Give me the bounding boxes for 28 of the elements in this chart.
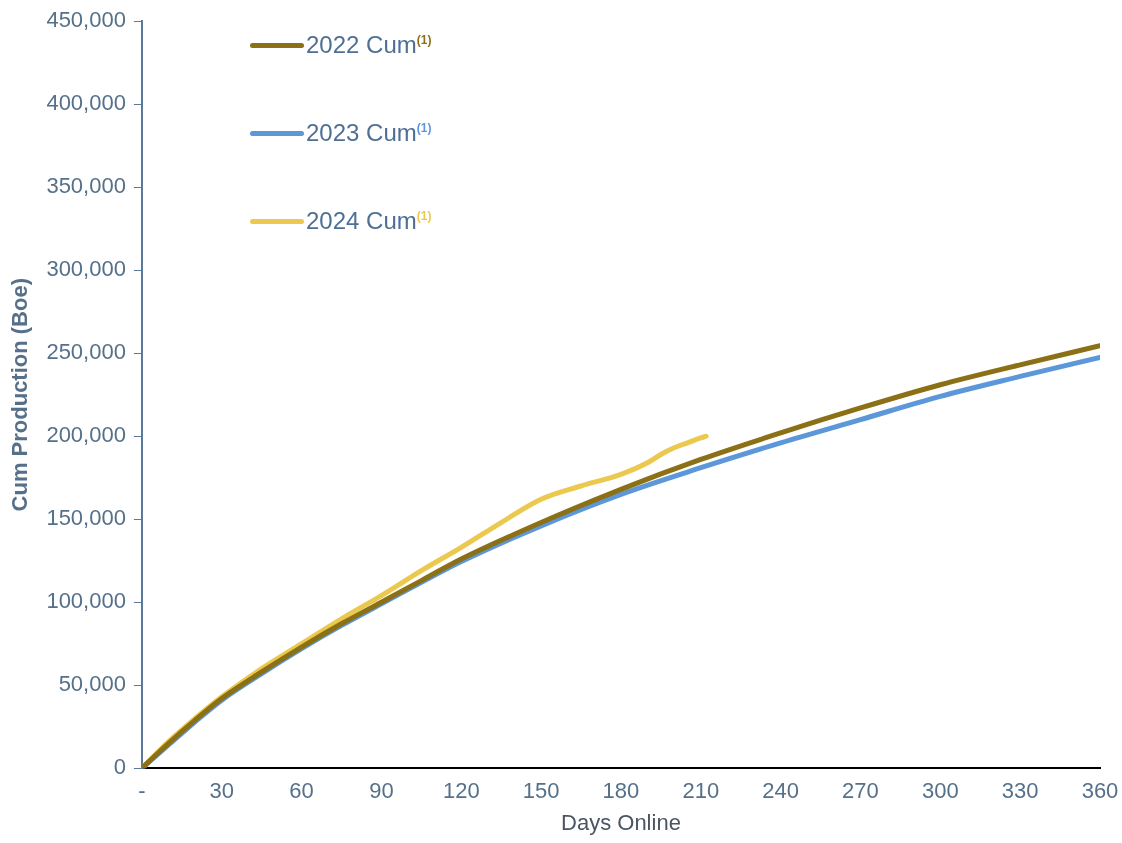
y-tick-label: 0	[113, 754, 126, 780]
x-tick-label: 270	[842, 778, 879, 804]
x-tick-label: 300	[921, 778, 959, 804]
legend-label: 2023 Cum$^{(1)}$	[306, 119, 432, 147]
y-tick-label: 450,000	[46, 7, 126, 33]
x-tick-label: 360	[1081, 778, 1119, 804]
legend-label: 2022 Cum$^{(1)}$	[306, 31, 432, 59]
y-tick-label: 350,000	[46, 173, 126, 199]
x-tick-label: 210	[682, 778, 720, 804]
y-tick-label: 150,000	[46, 505, 126, 531]
x-tick-label: 240	[762, 778, 799, 804]
x-tick-label: 120	[442, 778, 480, 804]
x-tick-label: 150	[522, 778, 560, 804]
x-tick-label: -	[138, 778, 146, 804]
y-tick-label: 400,000	[46, 90, 126, 116]
x-tick-label: 60	[289, 778, 314, 804]
x-axis-title: Days Online	[561, 809, 681, 835]
y-tick-label: 100,000	[46, 588, 126, 614]
y-tick-label: 200,000	[46, 422, 126, 448]
y-tick-label: 250,000	[46, 339, 126, 365]
x-tick-label: 30	[209, 778, 235, 804]
y-tick-label: 50,000	[58, 671, 126, 697]
x-tick-label: 180	[602, 778, 640, 804]
legend-label: 2024 Cum$^{(1)}$	[306, 207, 432, 235]
x-tick-label: 330	[1001, 778, 1039, 804]
y-tick-label: 300,000	[46, 256, 126, 282]
y-axis-title: Cum Production (Boe)	[7, 277, 33, 512]
x-tick-label: 90	[369, 778, 394, 804]
